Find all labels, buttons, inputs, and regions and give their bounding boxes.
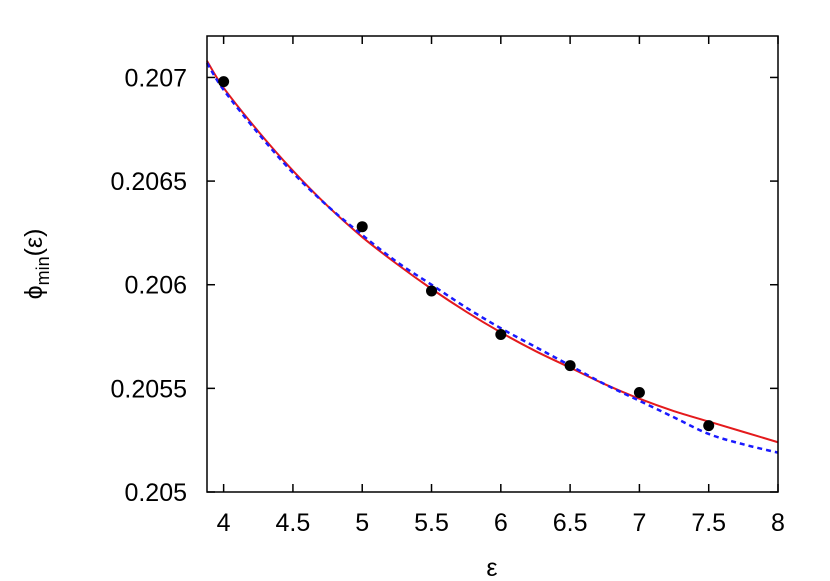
y-tick-label: 0.2065 [111, 168, 187, 196]
y-axis: 0.205 0.2055 0.206 0.2065 0.207 [111, 64, 778, 507]
data-point [703, 420, 715, 432]
x-tick-label: 4.5 [276, 509, 311, 537]
y-tick-label: 0.207 [124, 64, 187, 92]
plot-frame [206, 35, 779, 493]
data-point [495, 328, 507, 340]
x-tick-label: 6.5 [553, 509, 588, 537]
x-tick-label: 4 [217, 509, 231, 537]
x-tick-label: 7 [632, 509, 646, 537]
x-tick-label: 5 [355, 509, 369, 537]
y-tick-label: 0.205 [124, 479, 187, 507]
x-tick-label: 5.5 [414, 509, 449, 537]
x-axis: 4 4.5 5 5.5 6 6.5 7 7.5 8 [217, 36, 785, 537]
y-axis-title-base: ϕ [20, 285, 48, 299]
y-tick-label: 0.206 [124, 272, 187, 300]
y-tick-label: 0.2055 [111, 375, 187, 403]
data-point [564, 360, 576, 372]
data-point [633, 387, 645, 399]
x-tick-label: 8 [771, 509, 785, 537]
x-axis-title: ε [486, 554, 497, 581]
points-layer [218, 76, 715, 432]
curves-layer [205, 60, 779, 454]
y-axis-title-arg: (ε) [20, 229, 48, 257]
x-tick-label: 6 [494, 509, 508, 537]
y-axis-title: ϕmin(ε) [20, 229, 53, 300]
data-point [426, 285, 438, 297]
dashed-fit-curve [205, 62, 779, 454]
x-tick-label: 7.5 [691, 509, 726, 537]
data-point [218, 76, 230, 88]
data-point [356, 221, 368, 233]
solid-fit-curve [206, 60, 779, 444]
y-axis-title-sub: min [33, 256, 53, 285]
